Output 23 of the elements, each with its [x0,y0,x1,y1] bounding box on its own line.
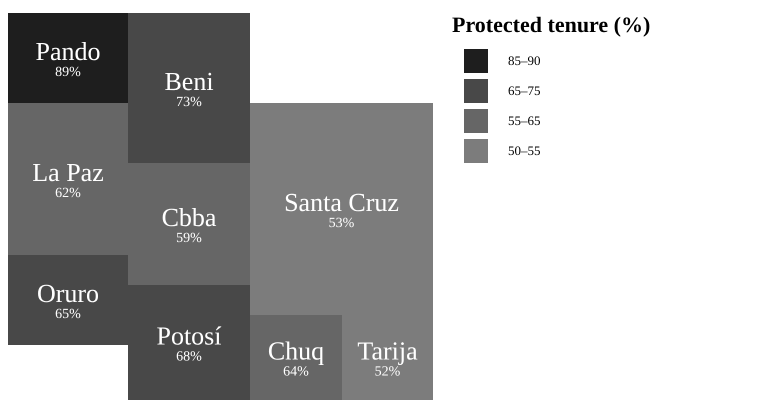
category-label: Pando [36,37,100,66]
data-label: 65% [55,307,82,322]
category-label: Tarija [357,336,418,366]
data-label: 68% [176,350,202,364]
legend-title: Protected tenure (%) [452,12,650,38]
category-label: La Paz [32,158,104,187]
category-label: Santa Cruz [284,188,399,217]
category-label: Beni [164,67,214,96]
data-label: 73% [176,95,202,110]
category-label: Cbba [162,203,217,232]
legend-label: 55–65 [508,113,540,129]
category-label: Oruro [36,279,100,308]
legend-label: 85–90 [508,53,540,69]
data-label: 59% [176,231,202,246]
data-label: 89% [55,65,82,80]
category-label: Chuq [268,336,324,366]
data-label: 64% [283,364,310,380]
legend-label: 50–55 [508,143,540,159]
category-label: Potosí [156,322,222,350]
legend-label: 65–75 [508,83,540,99]
data-label: 52% [374,364,401,380]
data-label: 53% [328,216,355,231]
data-label: 62% [55,186,82,201]
